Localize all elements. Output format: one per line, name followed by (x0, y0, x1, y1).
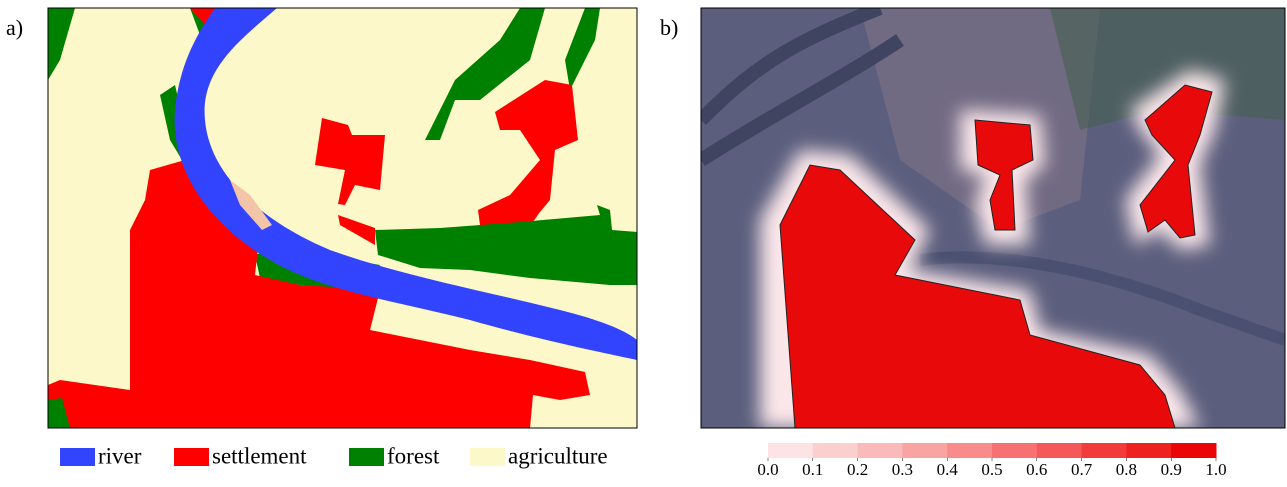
colorbar-tick-label: 0.7 (1071, 460, 1093, 479)
colorbar-tick-label: 0.2 (847, 460, 868, 479)
colorbar-tick-label: 0.5 (981, 460, 1002, 479)
colorbar-tick-label: 0.4 (937, 460, 959, 479)
colorbar-segment (813, 443, 858, 458)
colorbar-segment (1037, 443, 1082, 458)
colorbar-tick-label: 0.8 (1116, 460, 1137, 479)
legend-swatch (60, 448, 95, 466)
colorbar-tick-label: 0.6 (1026, 460, 1047, 479)
legend-swatch (349, 448, 384, 466)
colorbar-tick-label: 0.0 (757, 460, 778, 479)
colorbar-segment (858, 443, 903, 458)
colorbar-tick-label: 0.9 (1161, 460, 1182, 479)
legend-label: settlement (212, 443, 307, 468)
colorbar-segment (992, 443, 1037, 458)
legend-swatch (174, 448, 209, 466)
legend-swatch (470, 448, 505, 466)
colorbar-segment (1082, 443, 1127, 458)
legend-label: forest (387, 443, 440, 468)
legend-label: agriculture (508, 443, 608, 468)
legend-label: river (98, 443, 142, 468)
colorbar-segment (902, 443, 947, 458)
colorbar-tick-label: 0.1 (802, 460, 823, 479)
colorbar: 0.0 0.1 0.2 0.3 0.4 0.5 0.6 0.7 0.8 0.9 1.0 (757, 443, 1226, 479)
colorbar-segment (768, 443, 813, 458)
colorbar-tick-label: 1.0 (1205, 460, 1226, 479)
colorbar-segment (1126, 443, 1171, 458)
panel-label: b) (660, 15, 678, 40)
probability-map (701, 8, 1285, 428)
panel-label: a) (6, 15, 23, 40)
colorbar-segment (947, 443, 992, 458)
colorbar-segment (1171, 443, 1216, 458)
figure: a) b) river settlement forest agriculture (0, 0, 1287, 482)
colorbar-tick-label: 0.3 (892, 460, 913, 479)
legend: river settlement forest agriculture (60, 443, 608, 468)
land-cover-map (48, 8, 637, 428)
